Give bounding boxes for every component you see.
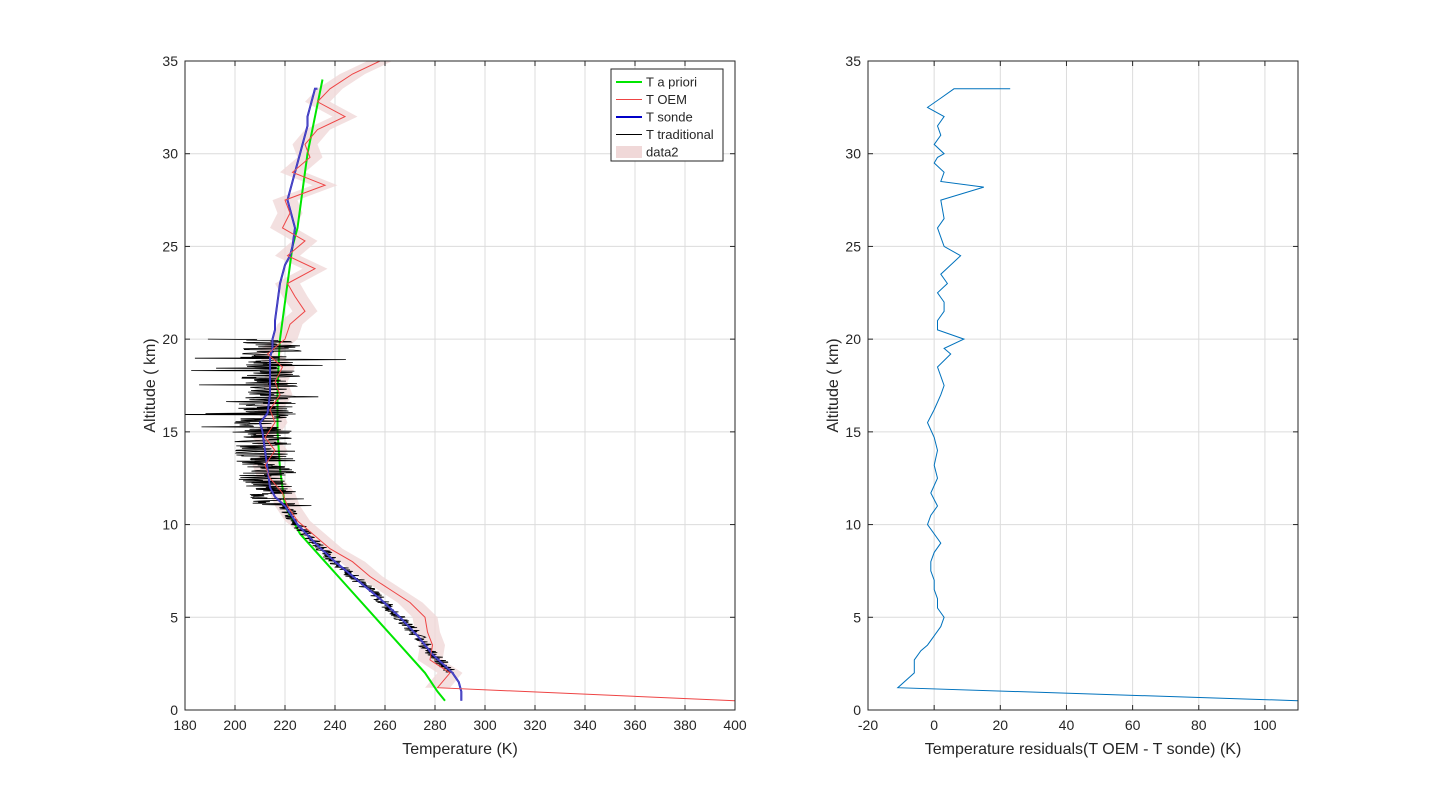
temperature-profile-axes: 180 200 220 240 260 280 300 320 340 360 380 400 0 5 10… [142, 53, 747, 758]
axes-box [184, 60, 736, 711]
x-tick-label: 80 [1191, 717, 1207, 733]
y-tick-label: 30 [162, 146, 178, 162]
y-tick-label: 25 [162, 238, 178, 254]
series-layer [896, 88, 1298, 702]
x-tick-label: 20 [993, 717, 1009, 733]
x-tick-label: 260 [373, 717, 397, 733]
legend: T a priori T OEM T sonde T traditional data2 [610, 68, 724, 162]
y-tick-label: 30 [845, 146, 861, 162]
x-tick-label: 180 [173, 717, 197, 733]
legend-box [610, 68, 724, 162]
series-t-traditional [185, 338, 455, 674]
x-tick-label: 240 [323, 717, 347, 733]
y-tick-label: 20 [845, 331, 861, 347]
y-tick-label: 15 [162, 424, 178, 440]
x-tick-label: 100 [1253, 717, 1277, 733]
x-tick-label: 400 [723, 717, 747, 733]
legend-t-traditional-label: T traditional [646, 127, 714, 142]
y-tick-label: 35 [845, 53, 861, 69]
series-layer [185, 61, 735, 702]
x-tick-label: 380 [673, 717, 697, 733]
x-axis-label: Temperature (K) [402, 741, 518, 758]
legend-t-a-priori-label: T a priori [646, 75, 697, 90]
series-overlay [259, 88, 463, 701]
y-tick-label: 5 [170, 609, 178, 625]
x-tick-label: -20 [858, 717, 878, 733]
y-tick-label: 10 [162, 517, 178, 533]
y-axis-label: Altitude ( km) [142, 338, 159, 432]
y-tick-label: 25 [845, 238, 861, 254]
plot-area [868, 61, 1298, 710]
x-tick-label: 220 [273, 717, 297, 733]
y-tick-label: 0 [853, 702, 861, 718]
y-tick-label: 5 [853, 609, 861, 625]
series-t-oem [264, 61, 735, 702]
y-tick-label: 35 [162, 53, 178, 69]
x-tick-label: 300 [473, 717, 497, 733]
y-tick-label: 15 [845, 424, 861, 440]
residuals-axes: -20 0 20 40 60 80 10005101520253035Temperature… [825, 53, 1299, 758]
legend-t-oem-label: T OEM [646, 92, 687, 107]
x-tick-label: 340 [573, 717, 597, 733]
x-axis-label: Temperature residuals(T OEM - T sonde) (… [925, 741, 1242, 758]
y-tick-label: 10 [845, 517, 861, 533]
y-axis-label: Altitude ( km) [825, 338, 842, 432]
axes-box [867, 60, 1299, 711]
x-tick-label: 200 [223, 717, 247, 733]
x-tick-label: 0 [930, 717, 938, 733]
y-tick-label: 20 [162, 331, 178, 347]
x-tick-label: 60 [1125, 717, 1141, 733]
x-tick-label: 360 [623, 717, 647, 733]
legend-data2-swatch [616, 146, 642, 158]
series-t-a-priori [276, 79, 446, 702]
x-tick-label: 320 [523, 717, 547, 733]
y-tick-label: 0 [170, 702, 178, 718]
legend-data2-label: data2 [646, 145, 679, 160]
x-tick-label: 280 [423, 717, 447, 733]
series-residuals [896, 88, 1298, 702]
x-tick-label: 40 [1059, 717, 1075, 733]
legend-t-sonde-label: T sonde [646, 110, 693, 125]
